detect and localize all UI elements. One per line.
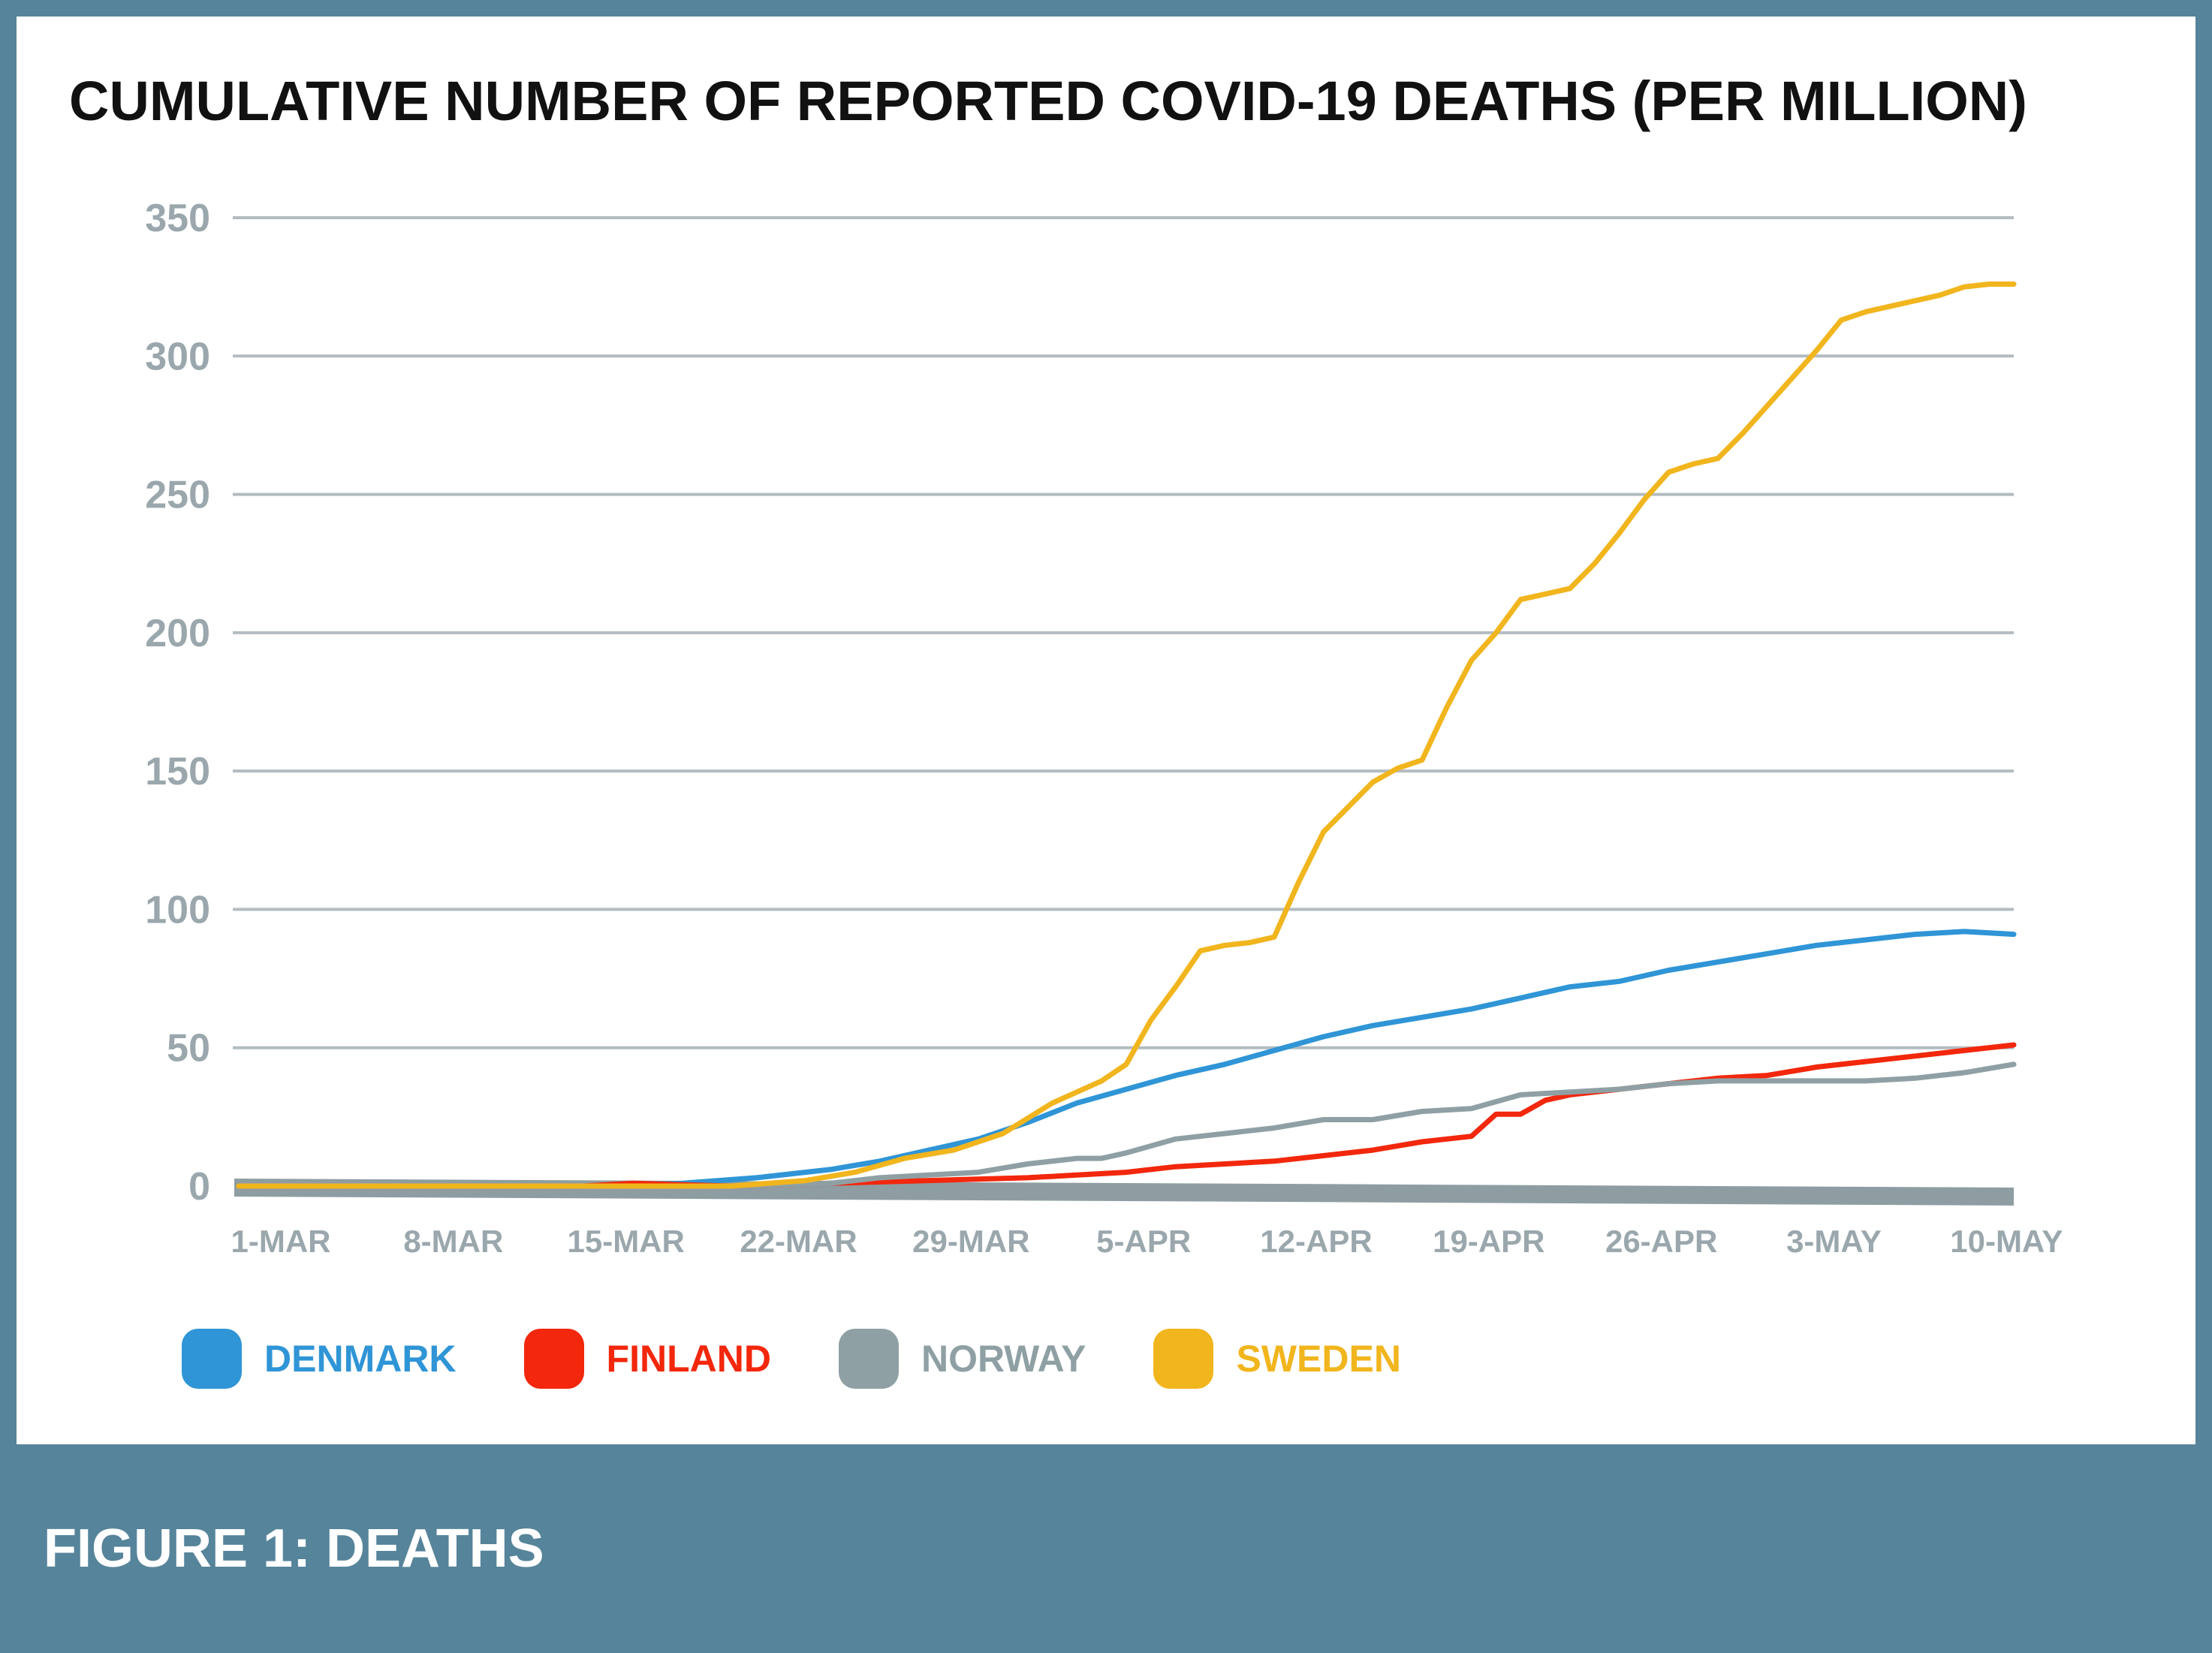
legend: DENMARK FINLAND NORWAY SWEDEN <box>182 1329 1469 1389</box>
y-tick-label-150: 150 <box>145 750 210 793</box>
x-axis-baseline <box>234 1179 2014 1206</box>
legend-item-finland: FINLAND <box>523 1329 771 1389</box>
x-tick-label-10-may: 10-MAY <box>1950 1224 2063 1259</box>
series-lines <box>236 282 2017 1189</box>
y-tick-label-300: 300 <box>145 335 210 378</box>
y-tick-label-100: 100 <box>145 888 210 932</box>
legend-swatch-finland <box>523 1329 584 1389</box>
legend-item-sweden: SWEDEN <box>1153 1329 1401 1389</box>
legend-swatch-sweden <box>1153 1329 1214 1389</box>
x-tick-label-26-apr: 26-APR <box>1605 1224 1717 1259</box>
legend-swatch-norway <box>838 1329 899 1389</box>
legend-label-sweden: SWEDEN <box>1236 1338 1401 1380</box>
chart-title: CUMULATIVE NUMBER OF REPORTED COVID-19 D… <box>69 70 2027 132</box>
y-tick-label-50: 50 <box>167 1027 210 1070</box>
chart-panel <box>17 17 2195 1444</box>
line-chart: 0 50 100 150 200 250 300 350 1-MAR 8-MAR 15-MAR 22… <box>145 197 2063 1259</box>
y-axis-ticks: 0 50 100 150 200 250 300 350 <box>145 197 210 1209</box>
x-axis-ticks: 1-MAR 8-MAR 15-MAR 22-MAR 29-MAR 5-APR 12-APR 1… <box>231 1224 2063 1259</box>
series-line-finland <box>236 1042 2017 1189</box>
series-line-norway <box>236 1061 2017 1189</box>
legend-item-denmark: DENMARK <box>182 1329 457 1389</box>
x-tick-label-12-apr: 12-APR <box>1260 1224 1372 1259</box>
y-tick-label-200: 200 <box>145 612 210 655</box>
x-tick-label-15-mar: 15-MAR <box>567 1224 684 1259</box>
legend-label-finland: FINLAND <box>606 1338 771 1380</box>
figure-caption: FIGURE 1: DEATHS <box>44 1519 544 1579</box>
x-tick-label-19-apr: 19-APR <box>1433 1224 1544 1259</box>
x-tick-label-22-mar: 22-MAR <box>740 1224 857 1259</box>
legend-label-norway: NORWAY <box>921 1338 1086 1380</box>
x-tick-label-3-may: 3-MAY <box>1786 1224 1882 1259</box>
legend-label-denmark: DENMARK <box>264 1338 457 1380</box>
baseline <box>234 1179 2014 1206</box>
series-line-denmark <box>236 929 2017 1189</box>
y-tick-label-350: 350 <box>145 197 210 240</box>
x-tick-label-29-mar: 29-MAR <box>912 1224 1029 1259</box>
x-tick-label-8-mar: 8-MAR <box>403 1224 503 1259</box>
series-line-sweden <box>236 282 2017 1189</box>
x-tick-label-5-apr: 5-APR <box>1096 1224 1191 1259</box>
x-tick-label-1-mar: 1-MAR <box>231 1224 331 1259</box>
y-tick-label-0: 0 <box>188 1165 210 1209</box>
legend-swatch-denmark <box>182 1329 242 1389</box>
legend-item-norway: NORWAY <box>838 1329 1086 1389</box>
y-tick-label-250: 250 <box>145 474 210 517</box>
gridlines <box>233 216 2014 1049</box>
